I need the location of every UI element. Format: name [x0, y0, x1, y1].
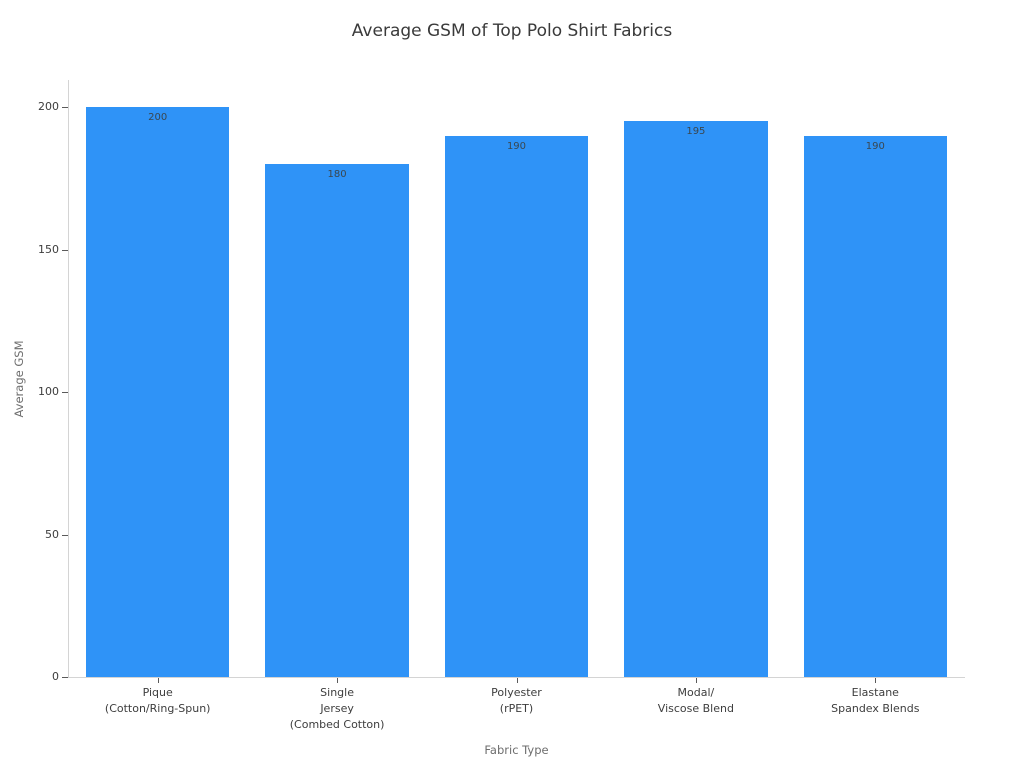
y-tick-label: 0: [52, 670, 59, 683]
y-tick-label: 200: [38, 100, 59, 114]
bar-value-label: 190: [506, 140, 527, 152]
x-tick: [875, 678, 877, 683]
bar: [265, 164, 409, 677]
y-tick: [62, 107, 68, 109]
bar-value-label: 180: [327, 169, 347, 181]
y-tick-label: 50: [45, 527, 59, 541]
y-tick: [62, 534, 68, 536]
y-tick: [62, 677, 68, 678]
bar: [624, 121, 768, 677]
x-tick-label: Modal/ Viscose Blend: [657, 686, 734, 715]
bar: [444, 135, 589, 677]
x-tick: [516, 678, 518, 683]
y-tick-label: 150: [38, 242, 59, 256]
x-axis-line: [68, 677, 965, 678]
x-axis-title: Fabric Type: [484, 743, 549, 757]
chart-title: Average GSM of Top Polo Shirt Fabrics: [351, 21, 673, 41]
y-tick: [62, 249, 68, 251]
y-axis-title: Average GSM: [12, 340, 26, 418]
x-tick-label: Single Jersey (Combed Cotton): [289, 686, 385, 731]
bar: [803, 135, 948, 677]
x-tick: [157, 678, 159, 683]
x-tick: [695, 678, 697, 683]
x-tick: [337, 678, 339, 683]
bar-value-label: 195: [686, 126, 706, 138]
y-axis-line: [68, 80, 69, 678]
bar: [85, 107, 230, 677]
y-tick-label: 100: [38, 385, 59, 399]
y-tick: [62, 392, 68, 394]
bar-value-label: 190: [865, 140, 885, 152]
x-tick-label: Polyester (rPET): [491, 686, 542, 715]
x-tick-label: Pique (Cotton/Ring-Spun): [104, 686, 211, 715]
x-tick-label: Elastane Spandex Blends: [831, 686, 920, 715]
bar-value-label: 200: [148, 112, 168, 124]
